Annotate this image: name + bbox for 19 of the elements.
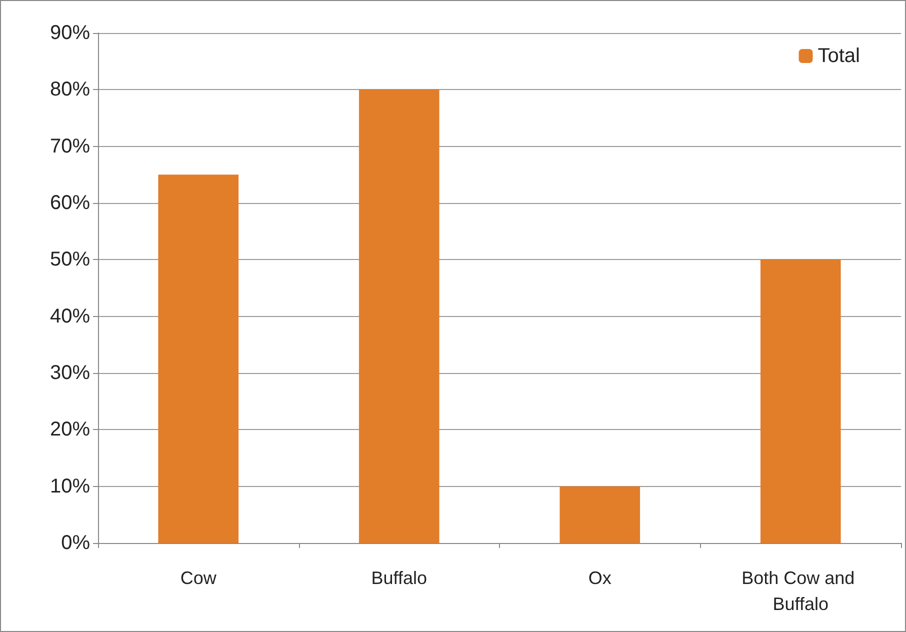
x-tick-label: Ox xyxy=(588,568,612,588)
bar xyxy=(158,174,239,543)
bar xyxy=(760,260,841,543)
legend-label: Total xyxy=(818,45,860,67)
y-tick-label: 10% xyxy=(50,475,90,498)
x-tick-label: Cow xyxy=(180,568,218,588)
x-tick-label: Buffalo xyxy=(371,568,427,588)
y-tick-label: 90% xyxy=(50,22,90,44)
x-tick-label: Both Cow and Buffalo xyxy=(742,568,860,614)
y-tick-label: 30% xyxy=(50,362,90,384)
y-tick-label: 60% xyxy=(50,192,90,214)
y-tick-label: 20% xyxy=(50,418,90,441)
y-tick-label: 50% xyxy=(50,248,90,271)
bar xyxy=(560,486,640,543)
y-tick-label: 70% xyxy=(50,135,90,158)
y-tick-label: 0% xyxy=(61,532,90,554)
y-tick-label: 80% xyxy=(50,78,90,101)
y-tick-label: 40% xyxy=(50,305,90,328)
bar xyxy=(358,90,440,543)
